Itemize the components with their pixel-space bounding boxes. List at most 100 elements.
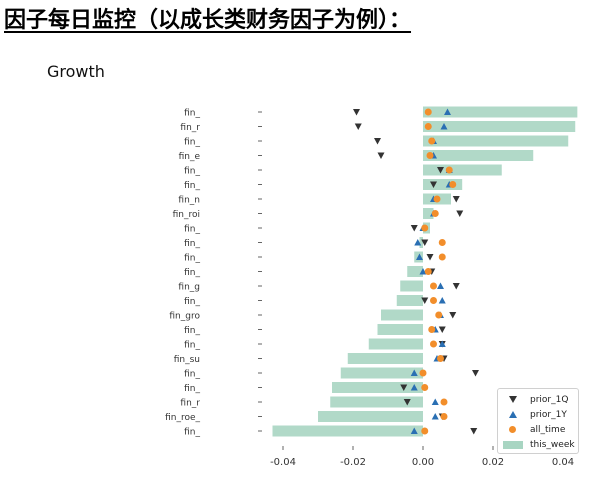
- marker-all-time-20: [440, 398, 448, 406]
- bar-0: [423, 106, 578, 118]
- bar-7: [423, 208, 434, 219]
- marker-all-time-11: [424, 268, 432, 275]
- triangle-up-icon: [502, 409, 524, 421]
- legend-label: prior_1Y: [530, 409, 567, 420]
- category-label-12: fin_g: [178, 283, 200, 293]
- marker-prior-1y-20: [431, 398, 439, 405]
- chart-legend: prior_1Q prior_1Y all_time this_week: [497, 388, 579, 454]
- page-heading: 因子每日监控（以成长类财务因子为例）：: [4, 8, 412, 33]
- category-label-7: fin_roi: [173, 210, 200, 220]
- marker-prior-1q-8: [410, 225, 418, 232]
- marker-prior-1q-2: [374, 138, 381, 145]
- category-label-16: fin_: [184, 341, 200, 351]
- category-label-3: fin_e: [179, 152, 201, 162]
- bar-13: [396, 295, 423, 306]
- marker-prior-1y-18: [410, 369, 418, 376]
- category-label-10: fin_: [184, 254, 200, 264]
- bar-5: [423, 179, 463, 190]
- legend-item-all-time: all_time: [502, 422, 574, 437]
- bar-14: [381, 309, 423, 321]
- bar-15: [377, 324, 423, 335]
- marker-prior-1y-0: [444, 108, 451, 115]
- bar-16: [368, 338, 423, 350]
- marker-prior-1q-0: [353, 109, 360, 116]
- marker-prior-1q-20: [403, 399, 411, 406]
- x-tick-label-3: 0.02: [482, 457, 504, 468]
- marker-all-time-15: [428, 326, 436, 333]
- category-label-15: fin_: [184, 326, 200, 336]
- category-label-2: fin_: [184, 138, 200, 148]
- category-label-14: fin_gro: [169, 312, 200, 322]
- marker-all-time-17: [437, 355, 444, 362]
- marker-prior-1y-10: [416, 253, 423, 260]
- marker-prior-1q-18: [472, 370, 479, 377]
- y-labels-layer: fin_fin_rfin_fin_efin_fin_fin_nfin_roifi…: [165, 109, 262, 438]
- marker-prior-1q-6: [452, 196, 460, 203]
- bar-9: [419, 237, 423, 248]
- marker-all-time-19: [421, 384, 429, 391]
- bar-12: [400, 280, 423, 292]
- x-tick-label-0: -0.04: [270, 457, 296, 468]
- bar-11: [407, 266, 423, 277]
- marker-all-time-0: [424, 108, 432, 116]
- marker-all-time-5: [449, 181, 457, 188]
- category-label-9: fin_: [184, 239, 200, 249]
- marker-all-time-13: [430, 297, 437, 304]
- dot-icon: [502, 424, 524, 436]
- category-label-5: fin_: [184, 181, 200, 191]
- category-label-18: fin_: [184, 370, 200, 380]
- marker-all-time-9: [438, 239, 446, 246]
- marker-prior-1y-1: [440, 123, 448, 130]
- category-label-22: fin_: [184, 428, 200, 438]
- marker-prior-1q-12: [452, 283, 460, 290]
- bar-17: [347, 353, 423, 364]
- marker-prior-1q-19: [400, 384, 408, 391]
- category-label-13: fin_: [184, 297, 200, 307]
- legend-item-this-week: this_week: [502, 437, 575, 452]
- marker-prior-1q-4: [437, 167, 444, 174]
- marker-prior-1y-9: [414, 239, 422, 246]
- bar-2: [423, 135, 569, 147]
- bar-4: [423, 164, 502, 176]
- chart-title: Growth: [47, 62, 105, 81]
- category-label-17: fin_su: [174, 355, 200, 365]
- bar-18: [340, 367, 423, 379]
- bar-1: [423, 121, 576, 132]
- category-label-8: fin_: [184, 225, 200, 235]
- category-label-6: fin_n: [178, 196, 200, 206]
- marker-all-time-2: [428, 137, 436, 145]
- markers-layer: [353, 108, 479, 435]
- marker-prior-1q-13: [421, 297, 429, 304]
- category-label-19: fin_: [184, 384, 200, 394]
- marker-prior-1y-21: [431, 413, 439, 420]
- legend-label: this_week: [530, 439, 575, 450]
- marker-all-time-18: [419, 369, 427, 377]
- marker-prior-1y-19: [410, 384, 418, 391]
- marker-prior-1q-15: [438, 326, 446, 333]
- marker-all-time-4: [445, 166, 453, 174]
- bar-3: [423, 150, 534, 161]
- marker-prior-1y-11: [419, 268, 427, 275]
- category-label-11: fin_: [184, 268, 200, 278]
- marker-all-time-7: [431, 210, 439, 217]
- bar-swatch-icon: [502, 439, 524, 451]
- marker-all-time-6: [433, 195, 441, 203]
- marker-all-time-16: [430, 340, 437, 348]
- category-label-21: fin_roe_: [165, 413, 200, 423]
- legend-label: all_time: [530, 424, 566, 435]
- marker-prior-1q-22: [470, 428, 478, 435]
- marker-all-time-14: [435, 311, 443, 319]
- x-tick-label-1: -0.02: [340, 457, 366, 468]
- marker-prior-1q-1: [354, 123, 362, 130]
- triangle-down-icon: [502, 394, 524, 406]
- marker-prior-1y-22: [410, 427, 418, 434]
- bar-19: [332, 382, 423, 393]
- bar-21: [318, 411, 423, 422]
- category-label-0: fin_: [184, 109, 200, 119]
- marker-prior-1q-3: [377, 152, 385, 159]
- bar-20: [330, 396, 423, 408]
- marker-all-time-12: [430, 282, 437, 290]
- marker-prior-1y-16: [438, 340, 446, 347]
- legend-label: prior_1Q: [530, 394, 569, 405]
